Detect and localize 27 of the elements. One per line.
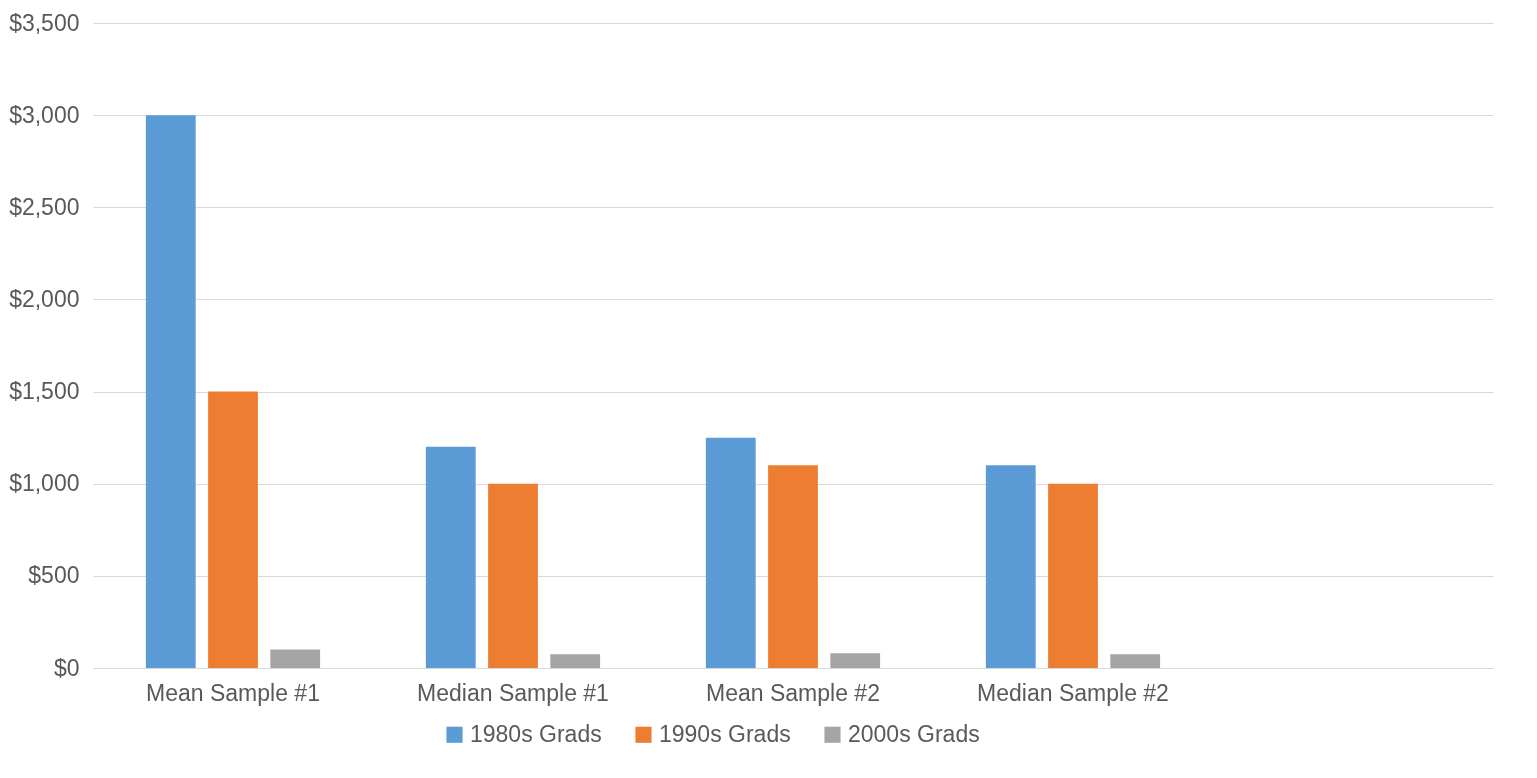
y-tick-label: $3,000: [9, 101, 80, 128]
bar: [705, 437, 756, 668]
y-tick-label: $0: [53, 654, 80, 681]
bar: [830, 653, 881, 668]
y-tick-label: $3,500: [9, 9, 80, 36]
bar: [550, 654, 601, 668]
bar: [985, 465, 1036, 668]
bar: [208, 391, 258, 668]
legend-label: 2000s Grads: [848, 720, 980, 747]
x-tick-label: Median Sample #2: [977, 679, 1169, 706]
bar: [270, 649, 321, 668]
bar: [1048, 483, 1098, 668]
y-tick-label: $1,000: [9, 470, 80, 497]
y-tick-label: $2,000: [9, 285, 80, 312]
x-tick-label: Median Sample #1: [417, 679, 609, 706]
legend-label: 1980s Grads: [470, 720, 602, 747]
x-tick-label: Mean Sample #2: [706, 679, 880, 706]
x-tick-label: Mean Sample #1: [146, 679, 320, 706]
legend-label: 1990s Grads: [659, 720, 791, 747]
y-tick-label: $1,500: [9, 378, 80, 405]
bar: [145, 115, 196, 668]
y-tick-label: $2,500: [9, 193, 80, 220]
bar: [768, 465, 818, 668]
bar: [1110, 654, 1161, 668]
bar: [425, 446, 476, 668]
y-tick-label: $500: [28, 562, 80, 589]
bar: [488, 483, 538, 668]
